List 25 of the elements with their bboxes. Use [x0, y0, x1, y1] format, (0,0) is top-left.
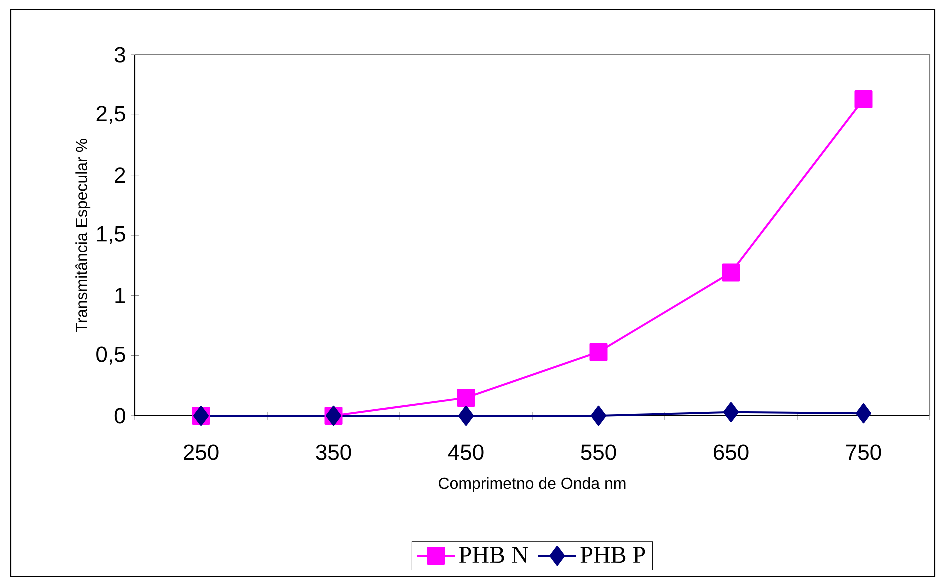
point [457, 388, 476, 407]
legend-label: PHB P [580, 547, 646, 563]
y-tick-label: 2 [115, 168, 126, 184]
y-tick-label: 0,5 [96, 346, 126, 365]
x-tick-label: 250 [184, 444, 219, 460]
point [723, 402, 739, 422]
point [590, 343, 608, 362]
y-tick-label: 3 [114, 47, 126, 63]
y-axis-title: Transmitância Especular % [76, 139, 91, 332]
x-tick-label: 550 [581, 444, 616, 460]
y-tick-label: 2,5 [96, 106, 126, 124]
y-tick-label: 0 [114, 408, 126, 424]
y-tick-label: 1,5 [97, 226, 126, 244]
point [854, 90, 873, 109]
x-tick-label: 450 [448, 444, 484, 460]
x-axis-title: Comprimetno de Onda nm [439, 477, 626, 492]
point [856, 404, 872, 424]
point [458, 406, 474, 426]
x-tick-label: 350 [316, 444, 352, 460]
x-tick-label: 650 [714, 444, 749, 460]
point [591, 406, 606, 426]
point [722, 264, 740, 282]
y-tick-label: 1 [116, 288, 126, 304]
x-tick-label: 750 [846, 444, 882, 460]
legend-label: PHB N [459, 547, 528, 563]
